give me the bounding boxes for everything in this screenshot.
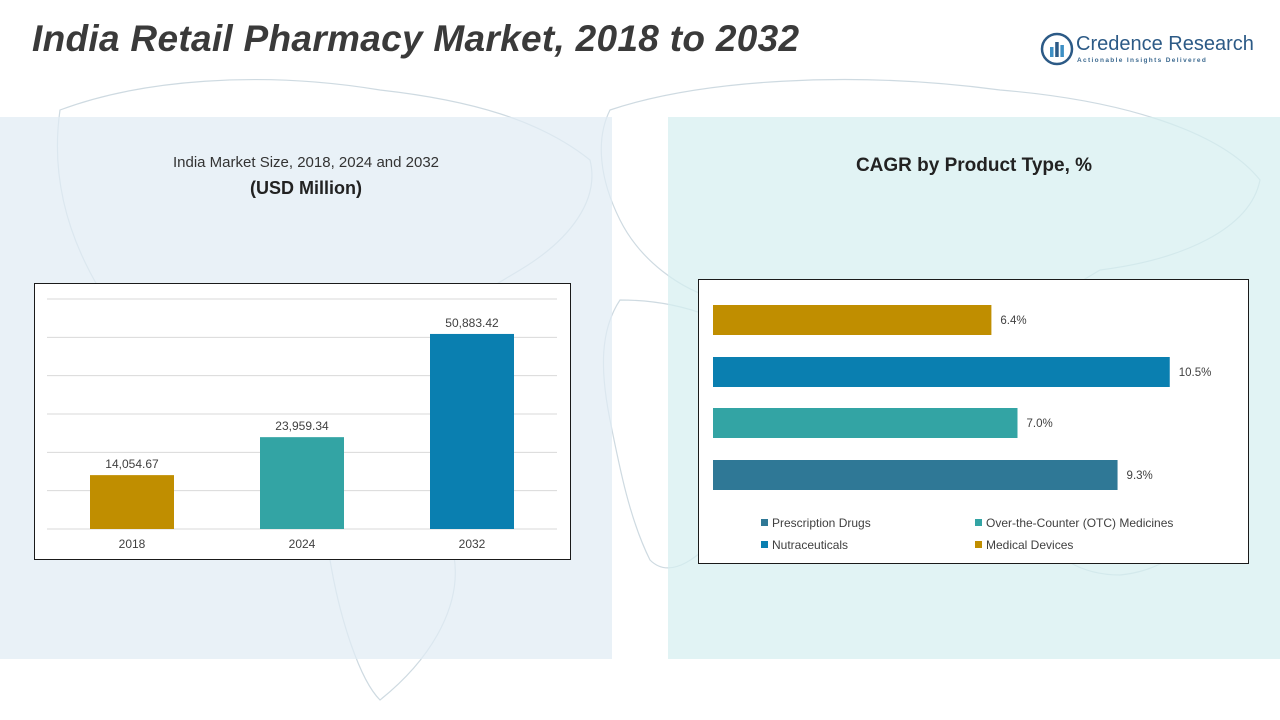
bar-medical-devices bbox=[713, 305, 992, 335]
x-tick-label-2018: 2018 bbox=[119, 537, 146, 551]
cagr-chart: 6.4% 10.5% 7.0% 9.3% Prescription Drugs Over… bbox=[698, 279, 1249, 564]
brand-name: Credence Research bbox=[1076, 33, 1254, 55]
data-label-2024: 23,959.34 bbox=[275, 419, 329, 433]
bar-2018 bbox=[90, 475, 174, 529]
legend-item: Medical Devices bbox=[975, 538, 1073, 552]
brand-tagline: Actionable Insights Delivered bbox=[1077, 57, 1208, 64]
legend-label: Over-the-Counter (OTC) Medicines bbox=[986, 516, 1174, 530]
bar-2032 bbox=[430, 333, 514, 529]
market-size-bar-chart: 14,054.67 2018 23,959.34 2024 50,883.42 2032 bbox=[47, 298, 557, 551]
legend-label: Medical Devices bbox=[986, 538, 1074, 552]
bar-prescription-drugs bbox=[713, 460, 1118, 490]
page-title: India Retail Pharmacy Market, 2018 to 20… bbox=[32, 18, 800, 59]
legend-item: Over-the-Counter (OTC) Medicines bbox=[975, 516, 1173, 530]
bar-2024 bbox=[260, 437, 344, 529]
data-label-prescription-drugs: 9.3% bbox=[1127, 470, 1153, 482]
credence-logo-icon bbox=[1040, 32, 1074, 66]
legend-item: Prescription Drugs bbox=[761, 516, 871, 530]
market-size-unit: (USD Million) bbox=[250, 178, 362, 198]
bar-over-the-counter-otc-medicines bbox=[713, 408, 1018, 438]
legend-label: Prescription Drugs bbox=[772, 516, 871, 530]
x-tick-label-2032: 2032 bbox=[459, 537, 486, 551]
market-size-subtitle: India Market Size, 2018, 2024 and 2032 bbox=[172, 154, 440, 171]
brand-logo[interactable]: Credence Research Actionable Insights De… bbox=[1040, 32, 1260, 72]
cagr-title: CAGR by Product Type, % bbox=[855, 155, 1093, 176]
legend-swatch bbox=[975, 541, 982, 548]
legend-swatch bbox=[761, 541, 768, 548]
x-tick-label-2024: 2024 bbox=[289, 537, 316, 551]
data-label-2032: 50,883.42 bbox=[445, 316, 499, 330]
legend-label: Nutraceuticals bbox=[772, 538, 849, 552]
legend-item: Nutraceuticals bbox=[761, 538, 848, 552]
legend-swatch bbox=[761, 519, 768, 526]
data-label-over-the-counter-otc-medicines: 7.0% bbox=[1027, 418, 1053, 430]
cagr-bar-chart: 6.4% 10.5% 7.0% 9.3% bbox=[713, 305, 1212, 490]
bar-nutraceuticals bbox=[713, 357, 1170, 387]
data-label-nutraceuticals: 10.5% bbox=[1179, 367, 1212, 379]
data-label-2018: 14,054.67 bbox=[105, 457, 159, 471]
market-size-chart: 14,054.67 2018 23,959.34 2024 50,883.42 2032 bbox=[34, 283, 571, 560]
legend-swatch bbox=[975, 519, 982, 526]
data-label-medical-devices: 6.4% bbox=[1000, 315, 1026, 327]
